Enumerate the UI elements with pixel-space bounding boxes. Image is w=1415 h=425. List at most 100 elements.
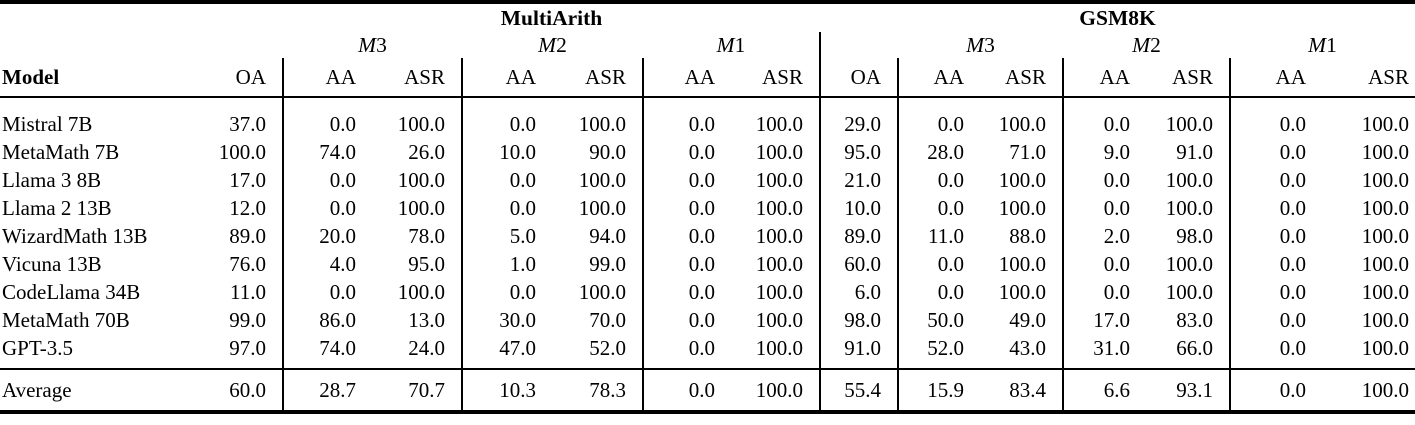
m-variable: M <box>716 32 735 57</box>
table-cell-oa-multiarith: 60.0 <box>200 368 283 412</box>
table-cell-m1-asr-gsm8k: 100.0 <box>1361 307 1409 332</box>
table-cell-oa-gsm8k: 6.0 <box>819 278 898 306</box>
spacer-cell <box>200 32 283 58</box>
table-body: Mistral 7B 37.0 0.0 100.0 0.0 100.0 0.0 … <box>0 97 1415 369</box>
table-cell-m3-asr-multiarith: 24.0 <box>408 335 445 360</box>
table-cell-m1-aa-multiarith: 0.0 <box>642 194 731 222</box>
table-cell-m3-aa-gsm8k: 0.0 <box>897 278 980 306</box>
table-row: CodeLlama 34B 11.0 0.0 100.0 0.0 100.0 0… <box>0 278 1415 306</box>
table-cell-m1-aa-multiarith: 0.0 <box>642 97 731 138</box>
table-cell-m1-asr-multiarith: 100.0 <box>755 167 803 192</box>
table-row: Mistral 7B 37.0 0.0 100.0 0.0 100.0 0.0 … <box>0 97 1415 138</box>
table-cell-m3-asr-gsm8k: 88.0 <box>1009 223 1046 248</box>
table-cell-oa-multiarith: 76.0 <box>229 251 266 276</box>
column-header-aa: AA <box>642 58 731 98</box>
table-row: MetaMath 7B 100.0 74.0 26.0 10.0 90.0 0.… <box>0 138 1415 166</box>
column-header-aa: AA <box>461 58 552 98</box>
table-cell-m3-aa-gsm8k: 0.0 <box>897 250 980 278</box>
spacer-cell <box>0 32 200 58</box>
m-variable: M <box>966 32 985 57</box>
table-cell-m1-aa-gsm8k: 0.0 <box>1229 334 1322 369</box>
table-cell-oa-multiarith: 12.0 <box>229 195 266 220</box>
table-cell-m1-aa-gsm8k: 0.0 <box>1229 97 1322 138</box>
m-index: 1 <box>1326 32 1337 57</box>
table-cell-m3-asr-gsm8k: 100.0 <box>998 111 1046 136</box>
table-cell-m1-aa-gsm8k: 0.0 <box>1229 222 1322 250</box>
table-cell-m2-aa-gsm8k: 0.0 <box>1062 250 1146 278</box>
results-table: MultiArith GSM8K M3 M2 M1 M3 M2 M1 Model… <box>0 0 1415 414</box>
table-cell-m1-aa-gsm8k: 0.0 <box>1229 368 1322 412</box>
table-cell-m2-aa-multiarith: 47.0 <box>461 334 552 369</box>
table-cell-m1-asr-gsm8k: 100.0 <box>1361 195 1409 220</box>
table-cell-m2-asr-gsm8k: 91.0 <box>1176 139 1213 164</box>
table-cell-m1-aa-multiarith: 0.0 <box>642 138 731 166</box>
table-cell-m2-asr-gsm8k: 100.0 <box>1165 167 1213 192</box>
table-cell-m3-aa-multiarith: 28.7 <box>282 368 372 412</box>
group-title-gsm8k: GSM8K <box>1079 5 1156 30</box>
table-cell-m3-asr-gsm8k: 83.4 <box>980 368 1063 412</box>
table-cell-m3-asr-gsm8k: 100.0 <box>998 167 1046 192</box>
table-cell-m3-asr-gsm8k: 100.0 <box>998 195 1046 220</box>
subgroup-m2-gsm8k: M2 <box>1063 32 1230 58</box>
table-cell-m2-aa-multiarith: 0.0 <box>461 166 552 194</box>
table-cell-oa-gsm8k: 91.0 <box>819 334 898 369</box>
table-cell-m2-aa-gsm8k: 6.6 <box>1062 368 1146 412</box>
model-name: Vicuna 13B <box>2 251 102 276</box>
column-header-aa: AA <box>1229 58 1322 98</box>
table-cell-m3-asr-multiarith: 100.0 <box>397 111 445 136</box>
m-index: 3 <box>984 32 995 57</box>
model-name: WizardMath 13B <box>2 223 148 248</box>
table-cell-m3-asr-multiarith: 78.0 <box>408 223 445 248</box>
table-cell-m1-asr-gsm8k: 100.0 <box>1322 368 1415 412</box>
table-cell-m1-asr-multiarith: 100.0 <box>731 368 820 412</box>
table-cell-m1-aa-gsm8k: 0.0 <box>1229 194 1322 222</box>
table-cell-m2-asr-multiarith: 94.0 <box>589 223 626 248</box>
table-cell-m3-asr-multiarith: 70.7 <box>372 368 462 412</box>
table-cell-m3-asr-multiarith: 100.0 <box>397 195 445 220</box>
average-row: Average 60.0 28.7 70.7 10.3 78.3 0.0 100… <box>0 368 1415 412</box>
table-cell-m3-aa-multiarith: 74.0 <box>282 334 372 369</box>
table-cell-m3-asr-multiarith: 95.0 <box>408 251 445 276</box>
table-cell-m1-asr-gsm8k: 100.0 <box>1361 139 1409 164</box>
model-name: CodeLlama 34B <box>2 279 141 304</box>
m-index: 3 <box>376 32 387 57</box>
table-cell-m3-aa-multiarith: 4.0 <box>282 250 372 278</box>
column-header-asr: ASR <box>980 58 1063 98</box>
table-cell-m2-asr-multiarith: 100.0 <box>578 167 626 192</box>
table-cell-m3-asr-gsm8k: 49.0 <box>1009 307 1046 332</box>
table-cell-oa-multiarith: 11.0 <box>230 279 266 304</box>
column-header-aa: AA <box>897 58 980 98</box>
table-cell-m2-aa-multiarith: 0.0 <box>461 278 552 306</box>
m-variable: M <box>538 32 557 57</box>
table-cell-m2-asr-gsm8k: 83.0 <box>1176 307 1213 332</box>
table-cell-m1-asr-multiarith: 100.0 <box>755 307 803 332</box>
table-cell-m2-asr-multiarith: 78.3 <box>552 368 643 412</box>
table-cell-m1-aa-gsm8k: 0.0 <box>1229 278 1322 306</box>
table-cell-m2-asr-multiarith: 99.0 <box>589 251 626 276</box>
table-row: GPT-3.5 97.0 74.0 24.0 47.0 52.0 0.0 100… <box>0 334 1415 369</box>
table-cell-m3-aa-multiarith: 74.0 <box>282 138 372 166</box>
table-cell-oa-gsm8k: 10.0 <box>819 194 898 222</box>
table-cell-m1-asr-gsm8k: 100.0 <box>1361 167 1409 192</box>
table-cell-m1-asr-gsm8k: 100.0 <box>1361 111 1409 136</box>
table-cell-oa-multiarith: 17.0 <box>229 167 266 192</box>
table-cell-m1-asr-gsm8k: 100.0 <box>1361 223 1409 248</box>
column-header-aa: AA <box>282 58 372 98</box>
m-variable: M <box>1308 32 1327 57</box>
table-cell-m3-asr-multiarith: 100.0 <box>397 167 445 192</box>
table-cell-m2-aa-gsm8k: 0.0 <box>1062 97 1146 138</box>
table-cell-oa-multiarith: 100.0 <box>218 139 266 164</box>
table-cell-m2-aa-gsm8k: 0.0 <box>1062 278 1146 306</box>
column-header-oa: OA <box>819 58 898 98</box>
subgroup-m3-multiarith: M3 <box>283 32 462 58</box>
table-cell-m3-aa-gsm8k: 28.0 <box>897 138 980 166</box>
table-cell-m2-asr-multiarith: 100.0 <box>578 195 626 220</box>
subgroup-row: M3 M2 M1 M3 M2 M1 <box>0 32 1415 58</box>
subgroup-m1-gsm8k: M1 <box>1230 32 1415 58</box>
table-cell-m2-asr-gsm8k: 66.0 <box>1176 335 1213 360</box>
table-cell-m2-asr-multiarith: 100.0 <box>578 111 626 136</box>
m-index: 2 <box>556 32 567 57</box>
spacer-cell <box>0 2 283 32</box>
table-cell-m2-aa-multiarith: 30.0 <box>461 306 552 334</box>
table-cell-m3-aa-multiarith: 0.0 <box>282 194 372 222</box>
